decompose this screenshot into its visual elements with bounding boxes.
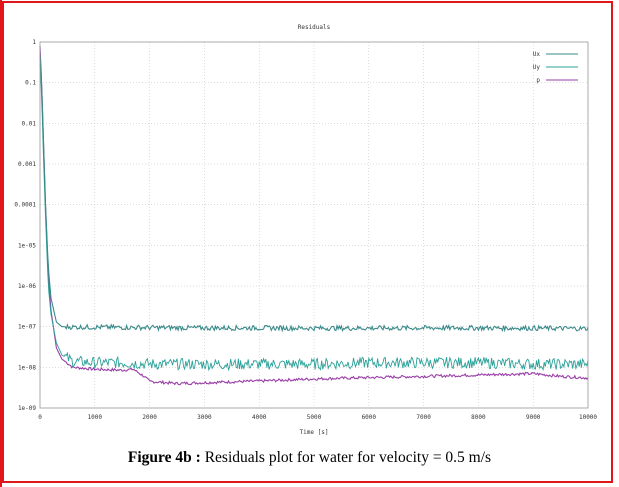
y-tick-label: 1e-06 bbox=[18, 283, 36, 290]
y-tick-label: 0.0001 bbox=[14, 202, 36, 209]
x-tick-label: 3000 bbox=[197, 414, 212, 421]
y-tick-label: 1e-08 bbox=[18, 364, 36, 371]
figure-frame bbox=[2, 1, 613, 483]
y-tick-label: 0.01 bbox=[22, 120, 37, 127]
y-tick-label: 0.001 bbox=[18, 161, 36, 168]
chart-title: Residuals bbox=[298, 24, 331, 31]
y-tick-label: 1e-07 bbox=[18, 324, 36, 331]
x-tick-label: 4000 bbox=[252, 414, 267, 421]
x-tick-label: 8000 bbox=[471, 414, 486, 421]
y-tick-label: 1e-05 bbox=[18, 242, 36, 249]
x-tick-label: 7000 bbox=[416, 414, 431, 421]
legend-label: p bbox=[536, 77, 540, 84]
x-tick-label: 10000 bbox=[579, 414, 597, 421]
series-layer bbox=[39, 45, 589, 386]
caption-text: Residuals plot for water for velocity = … bbox=[200, 449, 492, 466]
series-line-p bbox=[39, 45, 589, 386]
x-axis-label: Time [s] bbox=[300, 429, 329, 436]
caption-label: Figure 4b : bbox=[127, 449, 201, 466]
x-tick-label: 9000 bbox=[526, 414, 541, 421]
legend-label: Uy bbox=[533, 64, 541, 71]
residuals-chart: 0 1000 2000 3000 4000 5000 6000 7000 8000 9000 100… bbox=[14, 24, 597, 436]
legend-label: Ux bbox=[533, 51, 541, 58]
axis-layer: 0 1000 2000 3000 4000 5000 6000 7000 8000 9000 100… bbox=[14, 39, 597, 421]
figure-caption: Figure 4b : Residuals plot for water for… bbox=[0, 449, 619, 467]
x-tick-label: 1000 bbox=[88, 414, 103, 421]
series-line-ux bbox=[39, 54, 589, 333]
y-tick-label: 1 bbox=[32, 39, 36, 46]
x-tick-label: 6000 bbox=[362, 414, 377, 421]
series-line-uy bbox=[39, 63, 589, 372]
x-tick-label: 0 bbox=[38, 414, 42, 421]
plot-frame bbox=[39, 41, 589, 409]
y-tick-label: 0.1 bbox=[25, 80, 36, 87]
x-tick-label: 2000 bbox=[142, 414, 157, 421]
grid-layer bbox=[39, 41, 589, 409]
x-tick-label: 5000 bbox=[307, 414, 322, 421]
legend: Ux Uy p bbox=[533, 51, 578, 84]
left-margin-rule bbox=[0, 0, 2, 487]
y-tick-label: 1e-09 bbox=[18, 405, 36, 412]
